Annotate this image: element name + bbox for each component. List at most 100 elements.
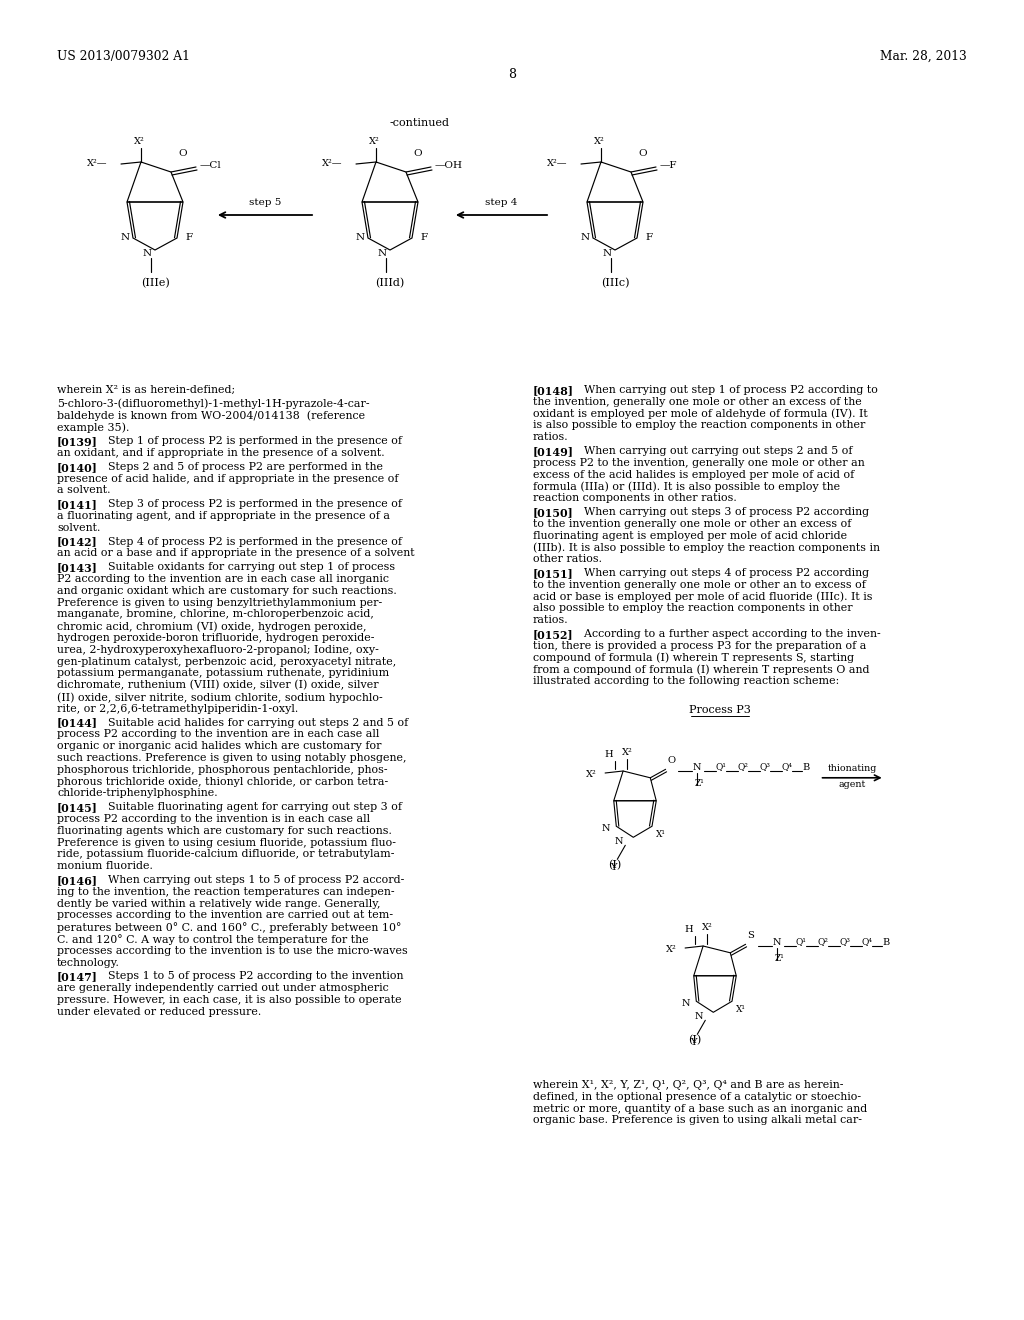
Text: compound of formula (I) wherein T represents S, starting: compound of formula (I) wherein T repres… <box>534 652 854 663</box>
Text: When carrying out step 1 of process P2 according to: When carrying out step 1 of process P2 a… <box>570 385 878 395</box>
Text: to the invention generally one mole or other an to excess of: to the invention generally one mole or o… <box>534 579 866 590</box>
Text: —OH: —OH <box>435 161 463 169</box>
Text: O: O <box>639 149 647 158</box>
Text: B: B <box>883 937 890 946</box>
Text: X²: X² <box>587 771 597 780</box>
Text: formula (IIIa) or (IIId). It is also possible to employ the: formula (IIIa) or (IIId). It is also pos… <box>534 482 840 492</box>
Text: [0143]: [0143] <box>57 562 98 573</box>
Text: step 5: step 5 <box>249 198 282 207</box>
Text: processes according to the invention are carried out at tem-: processes according to the invention are… <box>57 911 393 920</box>
Text: N: N <box>121 234 130 243</box>
Text: Steps 1 to 5 of process P2 according to the invention: Steps 1 to 5 of process P2 according to … <box>94 972 403 981</box>
Text: Q³: Q³ <box>760 762 771 771</box>
Text: a solvent.: a solvent. <box>57 486 111 495</box>
Text: illustrated according to the following reaction scheme:: illustrated according to the following r… <box>534 676 840 686</box>
Text: is also possible to employ the reaction components in other: is also possible to employ the reaction … <box>534 420 865 430</box>
Text: fluorinating agents which are customary for such reactions.: fluorinating agents which are customary … <box>57 826 392 836</box>
Text: O: O <box>414 149 422 158</box>
Text: acid or base is employed per mole of acid fluoride (IIIc). It is: acid or base is employed per mole of aci… <box>534 591 872 602</box>
Text: example 35).: example 35). <box>57 422 129 433</box>
Text: ratios.: ratios. <box>534 432 568 442</box>
Text: baldehyde is known from WO-2004/014138  (reference: baldehyde is known from WO-2004/014138 (… <box>57 411 366 421</box>
Text: (IIIb). It is also possible to employ the reaction components in: (IIIb). It is also possible to employ th… <box>534 543 880 553</box>
Text: N: N <box>142 249 152 259</box>
Text: fluorinating agent is employed per mole of acid chloride: fluorinating agent is employed per mole … <box>534 531 847 541</box>
Text: are generally independently carried out under atmospheric: are generally independently carried out … <box>57 983 389 993</box>
Text: Q²: Q² <box>737 762 749 771</box>
Text: technology.: technology. <box>57 957 120 968</box>
Text: thionating: thionating <box>827 764 877 772</box>
Text: rite, or 2,2,6,6-tetramethylpiperidin-1-oxyl.: rite, or 2,2,6,6-tetramethylpiperidin-1-… <box>57 704 298 714</box>
Text: an oxidant, and if appropriate in the presence of a solvent.: an oxidant, and if appropriate in the pr… <box>57 447 385 458</box>
Text: —F: —F <box>660 161 678 169</box>
Text: N: N <box>581 234 590 243</box>
Text: ride, potassium fluoride-calcium difluoride, or tetrabutylam-: ride, potassium fluoride-calcium difluor… <box>57 849 394 859</box>
Text: manganate, bromine, chlorine, m-chloroperbenzoic acid,: manganate, bromine, chlorine, m-chlorope… <box>57 610 374 619</box>
Text: Steps 2 and 5 of process P2 are performed in the: Steps 2 and 5 of process P2 are performe… <box>94 462 383 471</box>
Text: Step 4 of process P2 is performed in the presence of: Step 4 of process P2 is performed in the… <box>94 537 402 546</box>
Text: and organic oxidant which are customary for such reactions.: and organic oxidant which are customary … <box>57 586 396 595</box>
Text: Q¹: Q¹ <box>796 937 807 946</box>
Text: Mar. 28, 2013: Mar. 28, 2013 <box>881 50 967 63</box>
Text: defined, in the optional presence of a catalytic or stoechio-: defined, in the optional presence of a c… <box>534 1092 861 1102</box>
Text: According to a further aspect according to the inven-: According to a further aspect according … <box>570 630 881 639</box>
Text: N: N <box>695 1012 703 1020</box>
Text: Q¹: Q¹ <box>716 762 726 771</box>
Text: [0139]: [0139] <box>57 436 98 447</box>
Text: When carrying out steps 1 to 5 of process P2 accord-: When carrying out steps 1 to 5 of proces… <box>94 875 404 884</box>
Text: X²: X² <box>701 923 713 932</box>
Text: Y: Y <box>610 863 616 873</box>
Text: wherein X² is as herein-defined;: wherein X² is as herein-defined; <box>57 385 236 395</box>
Text: When carrying out steps 4 of process P2 according: When carrying out steps 4 of process P2 … <box>570 568 869 578</box>
Text: monium fluoride.: monium fluoride. <box>57 861 153 871</box>
Text: chloride-triphenylphosphine.: chloride-triphenylphosphine. <box>57 788 218 799</box>
Text: agent: agent <box>839 780 865 789</box>
Text: Q³: Q³ <box>840 937 851 946</box>
Text: to the invention generally one mole or other an excess of: to the invention generally one mole or o… <box>534 519 851 529</box>
Text: N: N <box>692 763 701 772</box>
Text: ratios.: ratios. <box>534 615 568 626</box>
Text: chromic acid, chromium (VI) oxide, hydrogen peroxide,: chromic acid, chromium (VI) oxide, hydro… <box>57 622 367 632</box>
Text: oxidant is employed per mole of aldehyde of formula (IV). It: oxidant is employed per mole of aldehyde… <box>534 409 867 420</box>
Text: [0141]: [0141] <box>57 499 98 511</box>
Text: wherein X¹, X², Y, Z¹, Q¹, Q², Q³, Q⁴ and B are as herein-: wherein X¹, X², Y, Z¹, Q¹, Q², Q³, Q⁴ an… <box>534 1080 844 1090</box>
Text: an acid or a base and if appropriate in the presence of a solvent: an acid or a base and if appropriate in … <box>57 548 415 558</box>
Text: Q²: Q² <box>817 937 828 946</box>
Text: other ratios.: other ratios. <box>534 554 602 564</box>
Text: Suitable oxidants for carrying out step 1 of process: Suitable oxidants for carrying out step … <box>94 562 395 572</box>
Text: X²: X² <box>369 137 379 147</box>
Text: —Cl: —Cl <box>200 161 222 169</box>
Text: (I): (I) <box>688 1035 701 1045</box>
Text: process P2 according to the invention is in each case all: process P2 according to the invention is… <box>57 814 370 824</box>
Text: B: B <box>803 763 810 772</box>
Text: N: N <box>355 234 365 243</box>
Text: metric or more, quantity of a base such as an inorganic and: metric or more, quantity of a base such … <box>534 1104 867 1114</box>
Text: F: F <box>645 234 652 243</box>
Text: US 2013/0079302 A1: US 2013/0079302 A1 <box>57 50 189 63</box>
Text: O: O <box>668 756 676 764</box>
Text: ing to the invention, the reaction temperatures can indepen-: ing to the invention, the reaction tempe… <box>57 887 394 896</box>
Text: gen-platinum catalyst, perbenzoic acid, peroxyacetyl nitrate,: gen-platinum catalyst, perbenzoic acid, … <box>57 656 396 667</box>
Text: [0150]: [0150] <box>534 507 573 517</box>
Text: Preference is given to using cesium fluoride, potassium fluo-: Preference is given to using cesium fluo… <box>57 838 396 847</box>
Text: X²: X² <box>622 748 633 756</box>
Text: Z¹: Z¹ <box>694 779 705 788</box>
Text: [0146]: [0146] <box>57 875 98 886</box>
Text: X¹: X¹ <box>656 830 666 838</box>
Text: hydrogen peroxide-boron trifluoride, hydrogen peroxide-: hydrogen peroxide-boron trifluoride, hyd… <box>57 634 375 643</box>
Text: S: S <box>748 931 755 940</box>
Text: from a compound of formula (I) wherein T represents O and: from a compound of formula (I) wherein T… <box>534 664 869 675</box>
Text: X²: X² <box>133 137 144 147</box>
Text: Step 3 of process P2 is performed in the presence of: Step 3 of process P2 is performed in the… <box>94 499 402 510</box>
Text: [0152]: [0152] <box>534 630 573 640</box>
Text: dently be varied within a relatively wide range. Generally,: dently be varied within a relatively wid… <box>57 899 381 908</box>
Text: N: N <box>378 249 387 259</box>
Text: X²—: X²— <box>547 160 567 169</box>
Text: (II) oxide, silver nitrite, sodium chlorite, sodium hypochlo-: (II) oxide, silver nitrite, sodium chlor… <box>57 692 383 702</box>
Text: N: N <box>615 837 624 846</box>
Text: O: O <box>178 149 187 158</box>
Text: X¹: X¹ <box>736 1005 745 1014</box>
Text: F: F <box>185 234 193 243</box>
Text: under elevated or reduced pressure.: under elevated or reduced pressure. <box>57 1007 261 1016</box>
Text: (IIIe): (IIIe) <box>140 279 169 288</box>
